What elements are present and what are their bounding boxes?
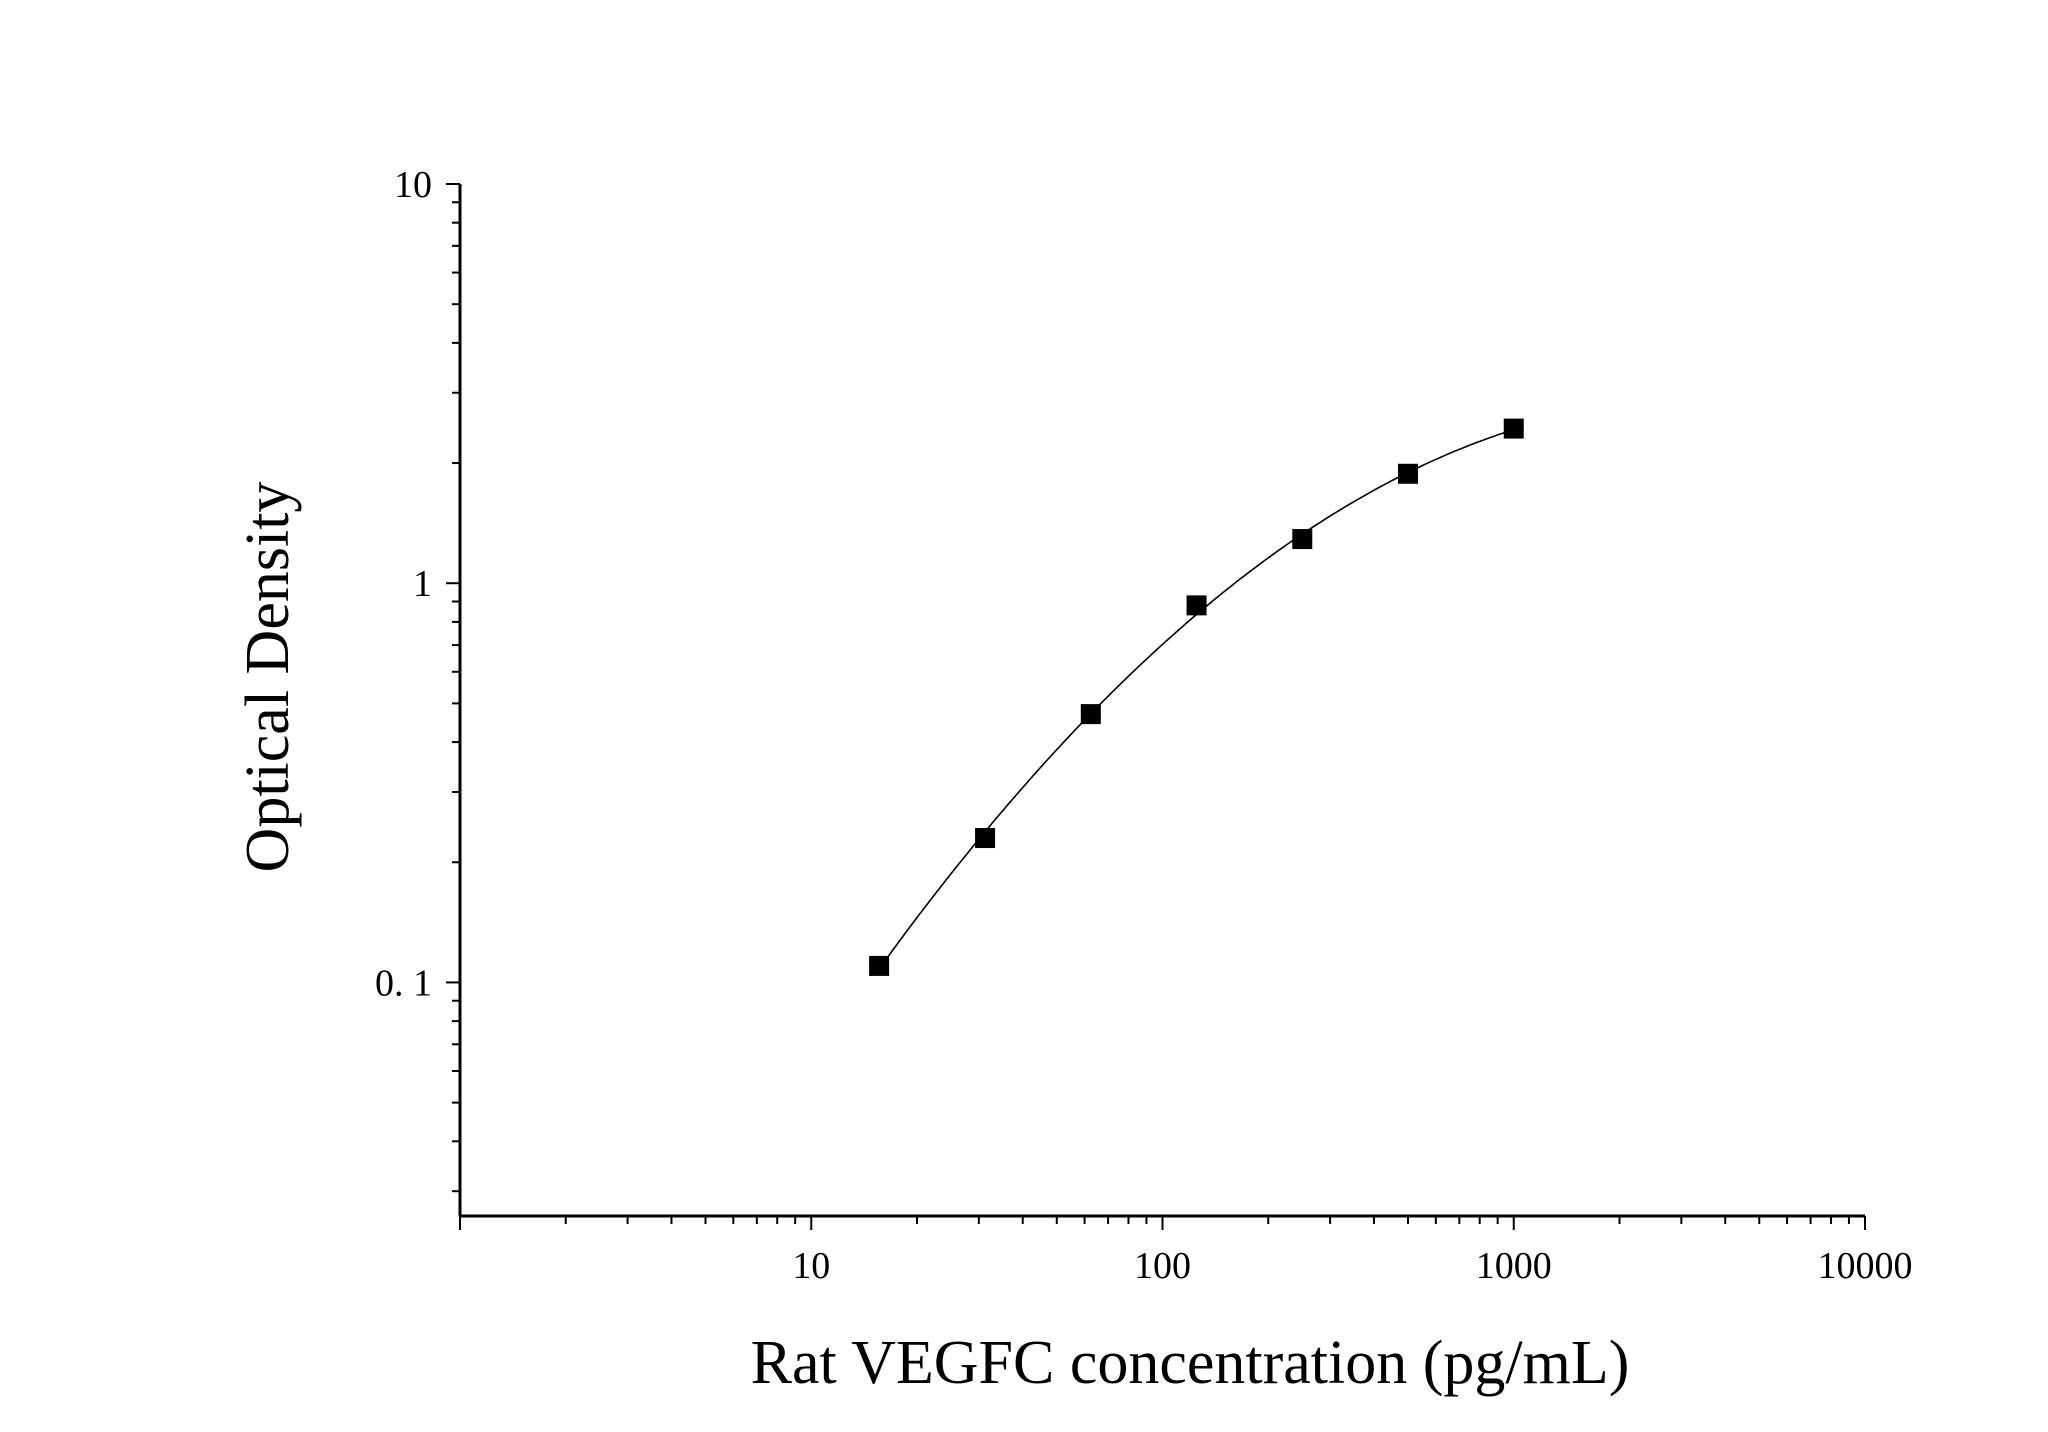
y-tick-label: 0. 1 [375, 962, 432, 1004]
axes [446, 183, 1866, 1230]
y-tick-label: 1 [413, 563, 432, 605]
x-tick-label: 10000 [1818, 1245, 1913, 1287]
y-tick-label: 10 [394, 164, 432, 206]
data-point [869, 955, 890, 976]
fit-curve-layer [882, 428, 1515, 964]
data-point [1292, 529, 1313, 550]
y-axis-title: Optical Density [234, 482, 302, 873]
x-axis-title: Rat VEGFC concentration (pg/mL) [751, 1329, 1630, 1397]
x-tick-label: 10 [792, 1245, 830, 1287]
data-point [1503, 418, 1524, 439]
x-tick-label: 1000 [1476, 1245, 1552, 1287]
x-tick-label: 100 [1134, 1245, 1191, 1287]
tick-labels: 10 100 1000 10000 0. 1 1 10 [375, 164, 1913, 1287]
data-point [975, 828, 996, 849]
data-point [1080, 704, 1101, 725]
data-points [869, 418, 1524, 976]
data-point [1398, 463, 1419, 484]
data-point [1186, 595, 1207, 616]
fit-curve [882, 428, 1515, 964]
